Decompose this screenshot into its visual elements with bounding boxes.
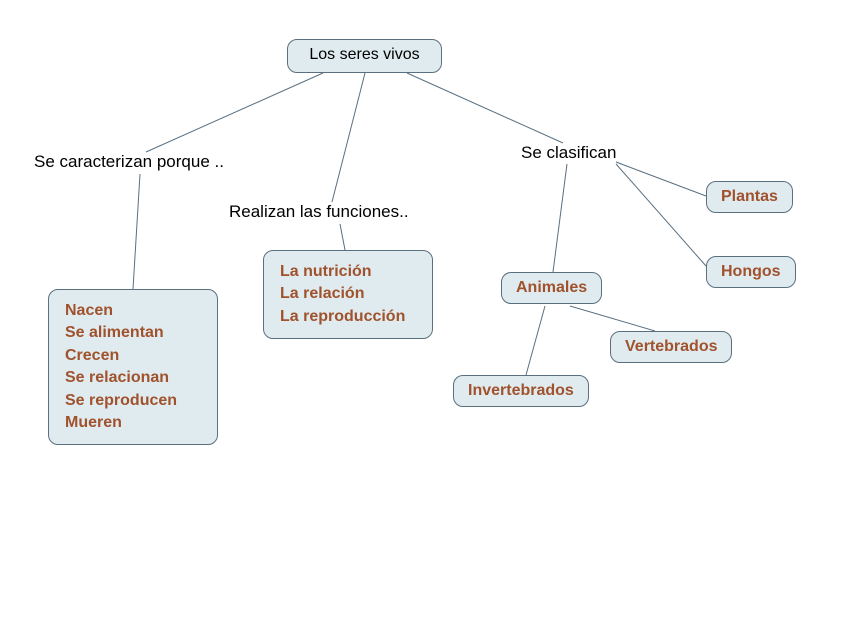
char-line: Se alimentan	[65, 322, 201, 344]
char-line: Se relacionan	[65, 367, 201, 389]
func-line: La nutrición	[280, 261, 416, 283]
branch-label-classify: Se clasifican	[521, 143, 616, 163]
branch-label-characterize: Se caracterizan porque ..	[34, 152, 224, 172]
char-line: Nacen	[65, 300, 201, 322]
func-line: La relación	[280, 283, 416, 305]
functions-box: La nutrición La relación La reproducción	[263, 250, 433, 339]
animales-node: Animales	[501, 272, 602, 304]
hongos-node: Hongos	[706, 256, 796, 288]
invertebrados-node: Invertebrados	[453, 375, 589, 407]
root-label: Los seres vivos	[309, 46, 419, 63]
root-node: Los seres vivos	[287, 39, 442, 73]
char-line: Crecen	[65, 345, 201, 367]
char-line: Mueren	[65, 412, 201, 434]
branch-label-functions: Realizan las funciones..	[229, 202, 409, 222]
plantas-node: Plantas	[706, 181, 793, 213]
characteristics-box: Nacen Se alimentan Crecen Se relacionan …	[48, 289, 218, 445]
char-line: Se reproducen	[65, 390, 201, 412]
func-line: La reproducción	[280, 306, 416, 328]
vertebrados-node: Vertebrados	[610, 331, 732, 363]
